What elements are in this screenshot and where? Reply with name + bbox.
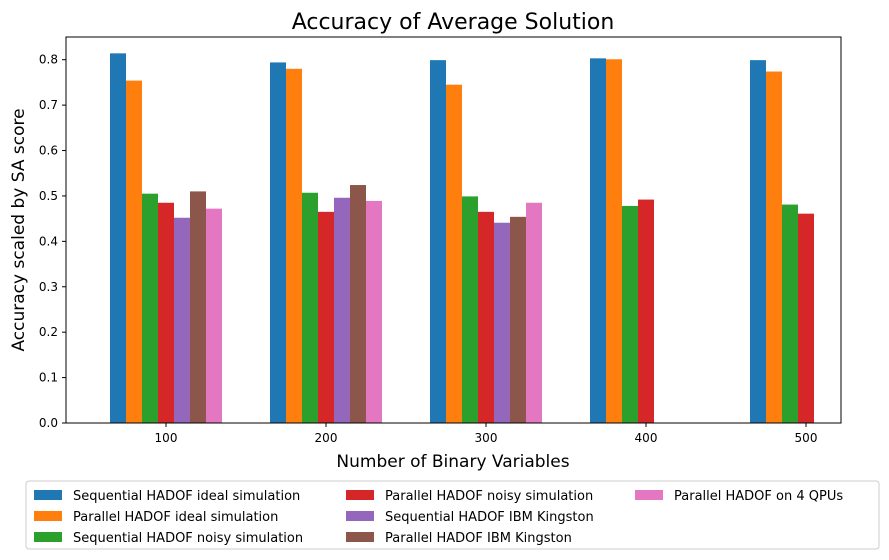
- legend-swatch-5: [346, 532, 374, 542]
- y-tick-label: 0.6: [39, 144, 58, 158]
- bar-400-series-0: [590, 58, 606, 423]
- y-tick-label: 0.2: [39, 325, 58, 339]
- legend-swatch-3: [346, 490, 374, 500]
- y-tick-label: 0.7: [39, 98, 58, 112]
- x-tick-label: 100: [155, 431, 178, 445]
- bar-200-series-2: [302, 192, 318, 423]
- plot-frame: [65, 36, 842, 424]
- legend-swatch-2: [34, 532, 62, 542]
- bar-200-series-3: [318, 211, 334, 423]
- legend-label-6: Parallel HADOF on 4 QPUs: [674, 489, 843, 504]
- y-tick-label: 0.8: [39, 53, 58, 67]
- y-axis-title: Accuracy scaled by SA score: [9, 108, 29, 351]
- legend-frame: [25, 480, 880, 550]
- bar-300-series-5: [510, 216, 526, 423]
- legend-label-5: Parallel HADOF IBM Kingston: [385, 531, 572, 546]
- legend-swatch-6: [635, 490, 663, 500]
- y-tick-label: 0.0: [39, 416, 58, 430]
- legend-swatch-4: [346, 511, 374, 521]
- x-axis-title: Number of Binary Variables: [336, 452, 569, 472]
- bar-200-series-6: [366, 200, 382, 423]
- legend-swatch-0: [34, 490, 62, 500]
- bar-300-series-6: [526, 202, 542, 423]
- bar-300-series-3: [478, 211, 494, 423]
- bar-300-series-0: [430, 60, 446, 423]
- bar-200-series-1: [286, 68, 302, 423]
- bar-200-series-4: [334, 197, 350, 423]
- bar-100-series-2: [142, 193, 158, 423]
- y-tick-label: 0.4: [39, 234, 58, 248]
- bar-300-series-2: [462, 196, 478, 423]
- legend: Sequential HADOF ideal simulation Paralle…: [25, 480, 880, 550]
- bar-500-series-2: [782, 204, 798, 423]
- axis-ticks-group: 0.0 0.1 0.2 0.3 0.4 0.5 0.6 0.7 0.8 100 200 300 400 5…: [39, 53, 818, 445]
- bar-100-series-3: [158, 202, 174, 423]
- bar-100-series-6: [206, 208, 222, 423]
- bars-group: [110, 53, 814, 424]
- legend-label-1: Parallel HADOF ideal simulation: [73, 510, 278, 525]
- legend-label-2: Sequential HADOF noisy simulation: [73, 531, 303, 546]
- bar-300-series-4: [494, 222, 510, 423]
- bar-100-series-5: [190, 191, 206, 423]
- x-tick-label: 300: [475, 431, 498, 445]
- bar-400-series-1: [606, 59, 622, 423]
- y-tick-label: 0.1: [39, 371, 58, 385]
- bar-500-series-0: [750, 60, 766, 423]
- bar-100-series-4: [174, 217, 190, 423]
- bar-500-series-3: [798, 213, 814, 423]
- bar-100-series-1: [126, 80, 142, 424]
- x-tick-label: 200: [315, 431, 338, 445]
- y-tick-label: 0.3: [39, 280, 58, 294]
- bar-200-series-5: [350, 185, 366, 423]
- legend-label-0: Sequential HADOF ideal simulation: [73, 489, 300, 504]
- chart-title: Accuracy of Average Solution: [292, 10, 615, 35]
- legend-swatch-1: [34, 511, 62, 521]
- bar-300-series-1: [446, 84, 462, 424]
- bar-100-series-0: [110, 53, 126, 423]
- legend-label-3: Parallel HADOF noisy simulation: [385, 489, 593, 504]
- bar-400-series-2: [622, 205, 638, 423]
- legend-label-4: Sequential HADOF IBM Kingston: [385, 510, 594, 525]
- bar-500-series-1: [766, 71, 782, 423]
- bar-200-series-0: [270, 62, 286, 423]
- x-tick-label: 500: [795, 431, 818, 445]
- bar-400-series-3: [638, 199, 654, 423]
- y-tick-label: 0.5: [39, 189, 58, 203]
- x-tick-label: 400: [635, 431, 658, 445]
